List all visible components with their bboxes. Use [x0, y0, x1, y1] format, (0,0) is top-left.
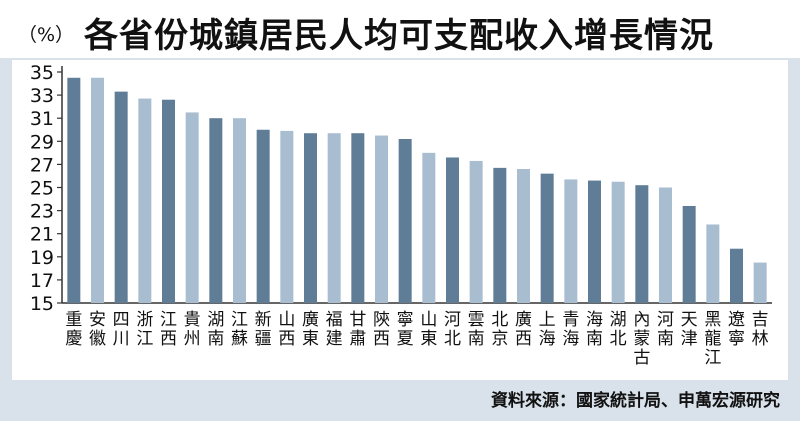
- bar-福建: [327, 133, 341, 303]
- bar-吉林: [753, 262, 767, 303]
- bar-寧夏: [398, 138, 412, 303]
- x-tick-label: 廣西: [515, 310, 532, 349]
- bar-青海: [564, 179, 578, 303]
- chart-title: 各省份城鎮居民人均可支配收入增長情況: [84, 16, 714, 56]
- x-tick-label: 河南: [657, 310, 674, 349]
- y-tick-label: 31: [30, 108, 54, 130]
- bar-甘肅: [351, 133, 365, 303]
- y-tick-label: 23: [30, 201, 54, 223]
- y-tick-label: 15: [30, 293, 54, 315]
- bar-山西: [280, 130, 294, 303]
- x-tick-label: 吉林: [752, 310, 769, 349]
- x-tick-label: 廣東: [302, 310, 319, 349]
- unit-label: （%）: [18, 24, 75, 46]
- x-tick-label: 黑龍江: [704, 310, 721, 368]
- x-tick-label: 陝西: [373, 310, 390, 349]
- bar-貴州: [185, 112, 199, 303]
- x-tick-label: 江西: [160, 310, 177, 349]
- x-tick-label: 內蒙古: [633, 310, 650, 368]
- bar-江蘇: [233, 118, 246, 303]
- x-tick-label: 湖南: [207, 310, 224, 349]
- bar-上海: [540, 173, 554, 303]
- bar-河北: [446, 157, 459, 303]
- y-tick-label: 17: [30, 270, 54, 292]
- x-tick-label: 天津: [681, 310, 698, 349]
- x-tick-label: 浙江: [136, 310, 153, 349]
- x-tick-label: 貴州: [184, 310, 201, 349]
- x-tick-label: 寧夏: [397, 310, 414, 349]
- bar-河南: [659, 187, 672, 303]
- x-tick-label: 北京: [491, 310, 508, 349]
- bar-陝西: [375, 135, 388, 303]
- bar-天津: [682, 205, 696, 303]
- x-tick-label: 湖北: [610, 310, 627, 349]
- bar-廣西: [517, 169, 530, 303]
- bar-北京: [493, 167, 507, 303]
- x-tick-label: 青海: [562, 310, 579, 349]
- y-tick-label: 27: [30, 154, 54, 176]
- y-tick-label: 19: [30, 247, 54, 269]
- bar-廣東: [304, 133, 317, 303]
- x-tick-label: 上海: [539, 310, 556, 349]
- x-tick-label: 甘肅: [349, 310, 366, 349]
- y-tick-label: 25: [30, 178, 54, 200]
- x-tick-label: 安徽: [89, 310, 106, 349]
- title-bar: （%） 各省份城鎮居民人均可支配收入增長情況: [0, 0, 800, 58]
- bar-江西: [162, 99, 175, 303]
- bar-安徽: [91, 77, 104, 304]
- source-note: 資料來源：國家統計局、申萬宏源研究: [491, 391, 780, 411]
- x-tick-label: 四川: [113, 310, 130, 349]
- bar-山東: [422, 152, 436, 303]
- bar-黑龍江: [706, 224, 720, 303]
- bar-浙江: [138, 98, 152, 303]
- x-tick-label: 山東: [420, 310, 437, 349]
- y-tick-label: 33: [30, 85, 54, 107]
- x-tick-label: 雲南: [468, 310, 485, 349]
- bar-遼寧: [730, 248, 743, 303]
- bar-重慶: [67, 77, 81, 304]
- bar-湖北: [611, 181, 625, 303]
- x-tick-label: 重慶: [65, 310, 82, 349]
- x-tick-label: 福建: [326, 310, 343, 349]
- y-tick-label: 21: [30, 224, 54, 246]
- x-tick-label: 海南: [586, 310, 603, 349]
- bar-四川: [114, 91, 128, 303]
- y-tick-label: 29: [30, 131, 54, 153]
- bar-雲南: [469, 160, 483, 303]
- y-tick-label: 35: [30, 62, 54, 84]
- x-tick-label: 江蘇: [231, 310, 248, 349]
- x-tick-label: 新疆: [255, 310, 272, 349]
- x-tick-label: 山西: [278, 310, 295, 349]
- bar-內蒙古: [635, 185, 649, 303]
- bar-海南: [588, 180, 601, 303]
- bar-湖南: [209, 118, 223, 303]
- bar-新疆: [256, 129, 270, 303]
- x-tick-label: 遼寧: [728, 310, 745, 349]
- x-tick-label: 河北: [444, 310, 461, 349]
